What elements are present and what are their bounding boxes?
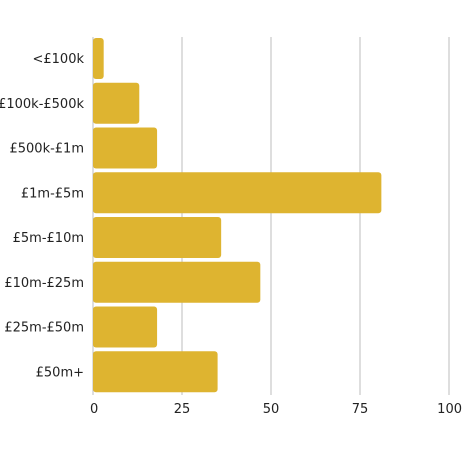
x-tick-label: 100 (437, 402, 462, 417)
x-tick-label: 0 (90, 402, 98, 417)
x-tick-label: 75 (352, 402, 369, 417)
category-label: £10m-£25m (4, 276, 84, 291)
bar (93, 306, 158, 348)
bars (93, 38, 382, 393)
bar (93, 127, 158, 169)
category-label: £25m-£50m (4, 321, 84, 336)
x-tick-label: 25 (174, 402, 191, 417)
bar (93, 172, 382, 214)
category-label: £100k-£500k (0, 97, 84, 112)
category-label: £500k-£1m (9, 142, 84, 157)
x-axis-tick-labels: 0 25 50 75 100 (90, 402, 462, 417)
category-label: £1m-£5m (21, 186, 84, 201)
bar (93, 38, 104, 79)
category-label: <£100k (32, 52, 84, 67)
category-labels: <£100k £100k-£500k £500k-£1m £1m-£5m £5m-£10… (0, 52, 84, 380)
bar (93, 82, 140, 124)
bar (93, 261, 261, 303)
category-label: £5m-£10m (13, 231, 84, 246)
category-label: £50m+ (36, 365, 84, 380)
bar (93, 217, 222, 258)
x-tick-label: 50 (263, 402, 280, 417)
bar (93, 351, 218, 393)
